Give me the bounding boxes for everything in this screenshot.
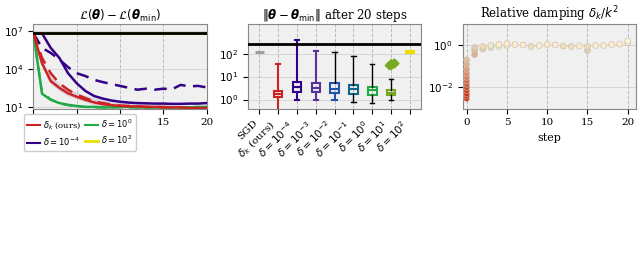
Point <box>493 42 504 47</box>
Point <box>461 71 472 76</box>
Point <box>384 63 394 67</box>
Point <box>461 82 472 87</box>
X-axis label: step: step <box>108 133 132 143</box>
Point <box>582 48 593 53</box>
Point <box>558 44 568 48</box>
Point <box>461 79 472 83</box>
Point <box>470 45 480 50</box>
Point <box>607 42 617 47</box>
Legend: $\delta_k$ (ours), $\delta = 10^{-4}$, $\delta = 10^{0}$, $\delta = 10^{2}$: $\delta_k$ (ours), $\delta = 10^{-4}$, $… <box>24 114 136 151</box>
Point <box>477 44 488 49</box>
Point <box>542 42 552 47</box>
Point <box>493 44 504 49</box>
Point <box>461 58 472 62</box>
Point <box>518 43 528 47</box>
Point <box>623 39 633 43</box>
Title: $\|\boldsymbol{\theta} - \boldsymbol{\theta}_{\min}\|$ after 20 steps: $\|\boldsymbol{\theta} - \boldsymbol{\th… <box>262 7 408 24</box>
Point <box>534 43 544 48</box>
Point <box>461 89 472 93</box>
Point <box>502 43 512 48</box>
Point <box>470 52 480 57</box>
Point <box>502 41 512 46</box>
Point <box>461 67 472 72</box>
Point <box>386 62 396 66</box>
Point <box>461 85 472 90</box>
Point <box>461 96 472 101</box>
Point <box>461 62 472 67</box>
Title: $\mathcal{L}(\boldsymbol{\theta}) - \mathcal{L}(\boldsymbol{\theta}_{\min})$: $\mathcal{L}(\boldsymbol{\theta}) - \mat… <box>79 8 161 24</box>
Point <box>574 44 584 48</box>
Point <box>486 45 496 50</box>
Point <box>614 42 625 46</box>
Point <box>461 92 472 96</box>
Point <box>623 41 633 45</box>
Point <box>582 44 593 49</box>
Point <box>470 48 480 53</box>
Point <box>526 44 536 49</box>
Point <box>486 43 496 48</box>
Point <box>461 75 472 79</box>
Point <box>510 42 520 47</box>
Point <box>591 43 601 48</box>
X-axis label: step: step <box>537 133 561 143</box>
Point <box>389 61 399 65</box>
Point <box>566 44 577 49</box>
Point <box>477 47 488 51</box>
Title: Relative damping $\delta_k/k^2$: Relative damping $\delta_k/k^2$ <box>480 4 618 24</box>
Point <box>461 94 472 98</box>
Point <box>550 43 561 47</box>
Point <box>598 43 609 48</box>
